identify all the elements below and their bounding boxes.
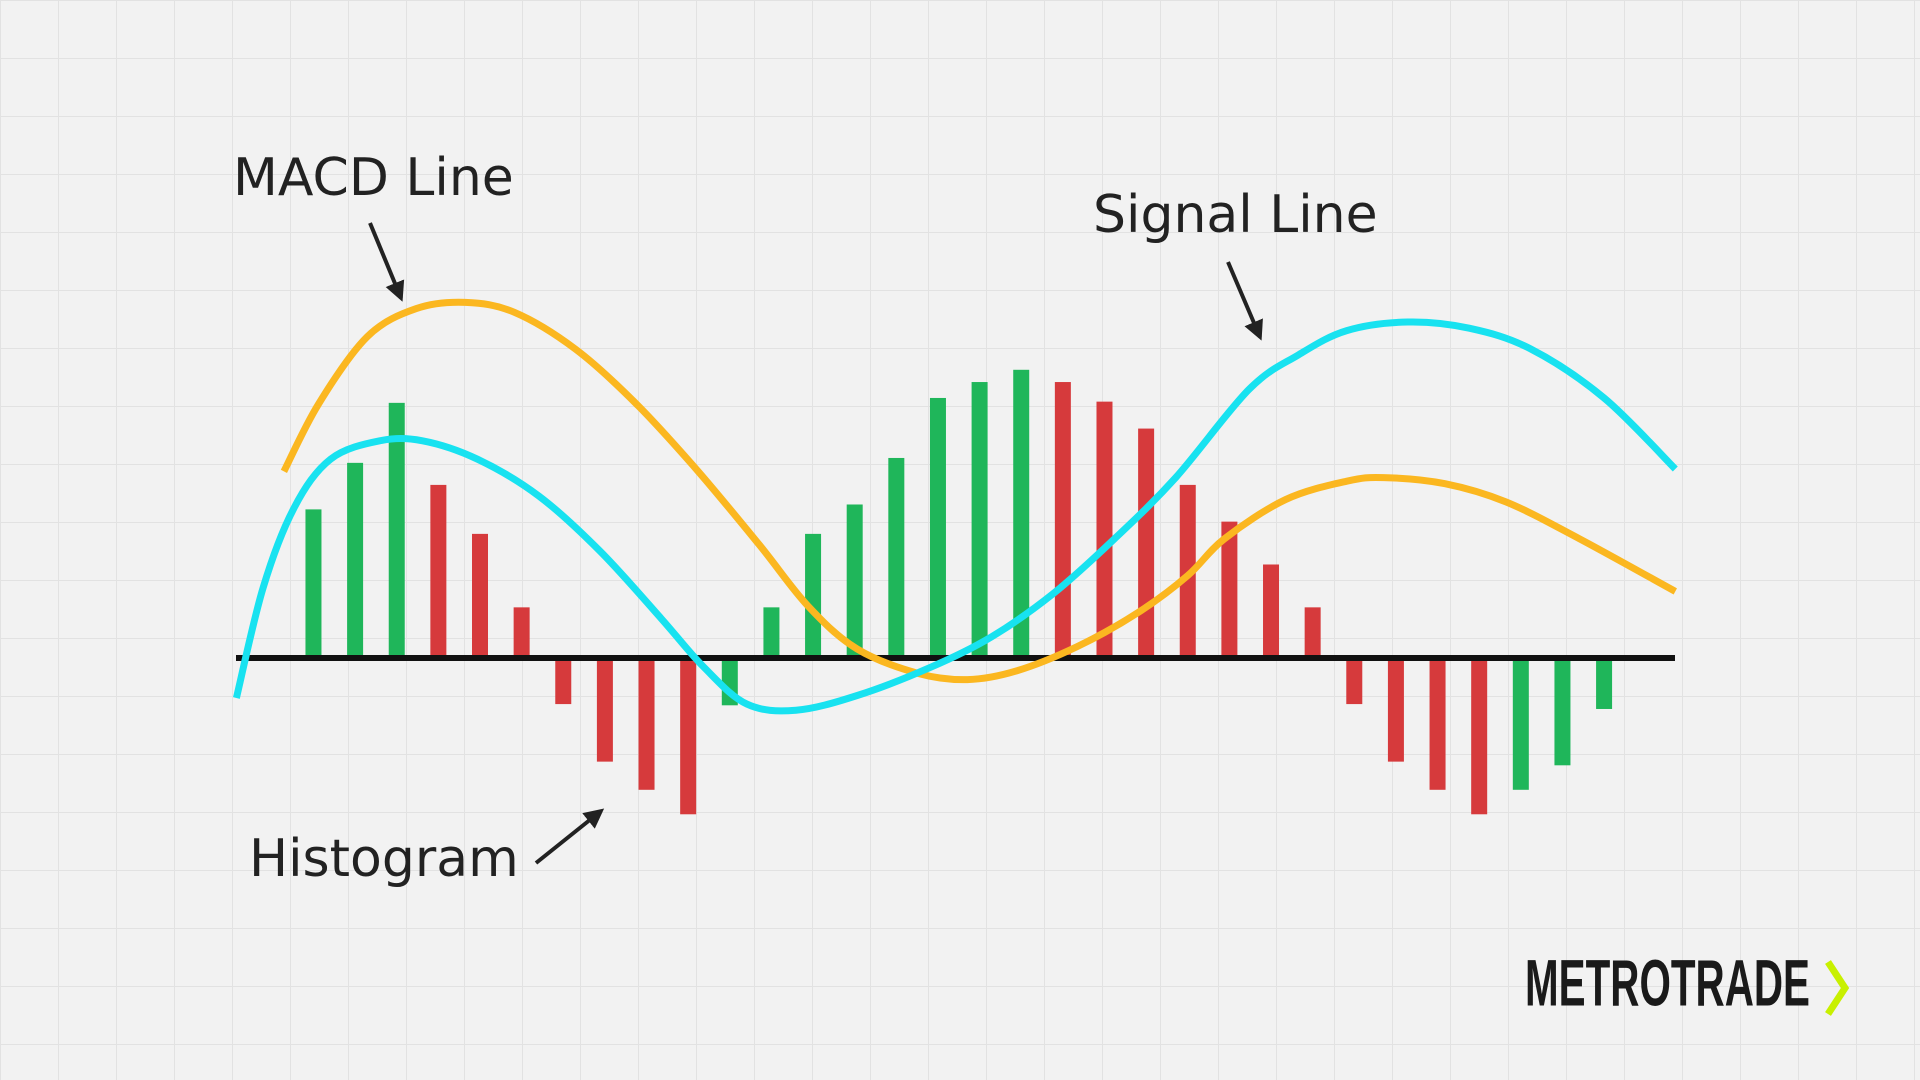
- signal-line: [233, 318, 1678, 715]
- histogram-bar: [1054, 382, 1071, 658]
- histogram-bar: [971, 382, 988, 658]
- histogram-bar: [1013, 369, 1030, 658]
- histogram-bar: [1304, 607, 1321, 658]
- histogram-bar: [1387, 657, 1404, 762]
- histogram-bar: [1512, 657, 1529, 790]
- histogram-bar: [347, 462, 364, 658]
- histogram-label: Histogram: [249, 829, 519, 889]
- histogram: [305, 369, 1613, 815]
- arrow: [534, 808, 605, 865]
- histogram-bar: [472, 533, 488, 658]
- histogram-bar: [680, 657, 697, 815]
- lines: [233, 298, 1678, 715]
- histogram-bar: [846, 504, 863, 658]
- histogram-bar: [555, 657, 572, 705]
- histogram-bar: [805, 533, 822, 658]
- histogram-bar: [1263, 564, 1280, 658]
- histogram-bar: [1596, 657, 1613, 709]
- histogram-bar: [1096, 401, 1113, 658]
- histogram-bar: [596, 657, 613, 762]
- histogram-bar: [1138, 428, 1155, 658]
- arrow: [368, 222, 405, 302]
- histogram-bar: [1471, 657, 1488, 815]
- macd-label: MACD Line: [233, 148, 514, 208]
- histogram-bar: [1554, 657, 1571, 766]
- histogram-bar: [1221, 521, 1238, 658]
- signal-label: Signal Line: [1093, 185, 1378, 245]
- histogram-bar: [1429, 657, 1446, 790]
- histogram-bar: [638, 657, 655, 790]
- macd-line: [280, 298, 1677, 684]
- histogram-bar: [430, 484, 447, 658]
- brand: METROTRADE: [1525, 945, 1810, 1019]
- histogram-bar: [305, 509, 322, 658]
- histogram-bar: [929, 397, 946, 658]
- arrow: [1226, 261, 1263, 341]
- histogram-bar: [388, 402, 405, 658]
- histogram-bar: [763, 607, 780, 658]
- brand-chevron: [1825, 960, 1850, 1016]
- histogram-bar: [888, 457, 905, 658]
- histogram-bar: [1346, 657, 1363, 705]
- histogram-bar: [513, 607, 530, 658]
